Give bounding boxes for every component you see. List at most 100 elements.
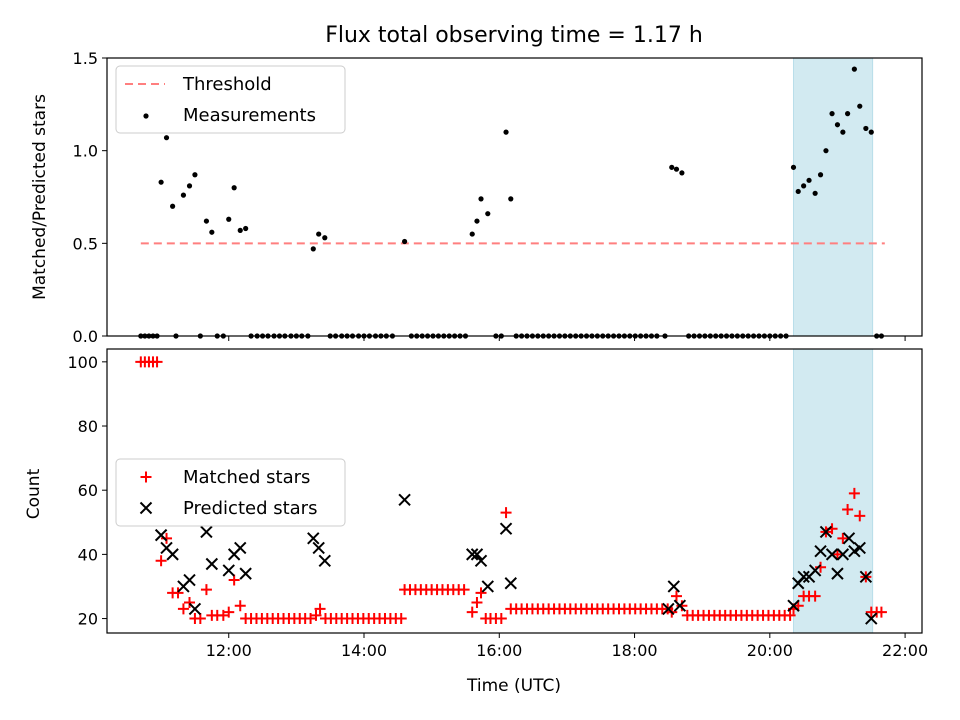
data-point [865,612,878,625]
chart-title: Flux total observing time = 1.17 h [325,23,703,48]
y-tick-label: 100 [67,353,98,372]
data-point [669,164,675,170]
data-point [478,196,484,202]
x-tick-label: 14:00 [341,641,387,660]
bottom-panel: 20 40 60 80 100 12:00 14:00 16:00 18:00 20:00 22:0… [67,348,928,660]
data-point [797,570,810,584]
data-point [466,548,479,561]
x-tick-label: 12:00 [206,641,252,660]
legend-measurements-swatch [143,113,149,119]
data-point [234,600,246,612]
data-point [222,564,235,577]
legend-threshold-label: Threshold [182,74,272,95]
series-matched-stars [135,356,887,625]
data-point [312,541,325,555]
data-point [845,111,851,117]
top-y-axis-label: Matched/Predicted stars [30,94,50,300]
data-point [481,580,494,593]
legend: Matched stars Predicted stars [115,458,346,527]
data-point [395,613,407,625]
data-point [398,493,411,507]
data-point [200,584,212,596]
data-point [863,125,869,132]
data-point [471,597,483,609]
data-point [172,587,184,599]
data-point [183,573,196,587]
data-point [180,192,187,198]
data-point [307,532,320,545]
data-point [831,548,843,560]
data-point [679,170,685,176]
y-tick-label: 60 [78,481,98,500]
data-point [243,225,249,232]
data-point [837,532,849,544]
data-point [495,613,507,625]
data-point [829,111,835,117]
data-point [508,196,514,202]
data-point [318,554,331,568]
data-point [859,570,873,584]
data-point [795,188,801,195]
plot-frame [106,348,923,634]
data-point [322,235,328,241]
data-point [177,603,189,615]
data-point [831,567,844,580]
data-point [154,528,168,542]
y-tick-label: 1.0 [73,142,98,161]
data-point [801,183,807,189]
data-point [466,606,478,618]
x-tick-label: 22:00 [882,641,928,660]
data-point [851,66,857,72]
data-point [239,567,252,580]
data-point [228,574,240,586]
y-tick-label: 40 [78,545,98,564]
y-tick-label: 80 [78,417,98,436]
data-point [676,600,688,612]
data-point [814,544,827,558]
data-point [500,507,512,519]
data-point [223,606,235,618]
legend-box [115,65,346,134]
data-point [673,599,687,612]
data-point [205,557,219,571]
data-point [209,229,215,235]
data-point [868,129,874,135]
data-point [316,231,322,237]
data-point [203,218,210,224]
plot-frame [106,57,923,337]
bottom-y-axis-label: Count [24,468,44,519]
data-point [499,522,513,535]
data-point [155,555,167,567]
data-point [475,587,487,599]
data-point [170,203,176,209]
data-point [809,590,821,602]
data-point [673,166,680,172]
data-point [819,525,833,539]
highlight-band [792,348,874,634]
y-tick-label: 1.5 [73,49,98,68]
data-point [485,211,491,217]
data-point [158,179,164,185]
legend-predicted-label: Predicted stars [183,498,317,519]
data-point [234,541,247,555]
data-point [840,129,846,135]
x-axis-label: Time (UTC) [466,676,561,696]
data-point [192,172,198,178]
y-tick-label: 0.5 [73,234,98,253]
x-tick-label: 20:00 [747,641,793,660]
data-point [853,541,866,555]
data-point [401,238,408,245]
data-point [784,609,796,621]
data-point [504,577,517,590]
data-point [662,602,675,616]
data-point [310,246,316,252]
legend-measurements-label: Measurements [183,105,316,126]
data-point [836,548,850,561]
data-point [458,584,470,596]
data-point [823,148,829,154]
data-point [163,135,170,141]
data-point [815,561,827,573]
data-point [842,532,856,545]
data-point [808,564,822,577]
data-point [469,231,475,237]
